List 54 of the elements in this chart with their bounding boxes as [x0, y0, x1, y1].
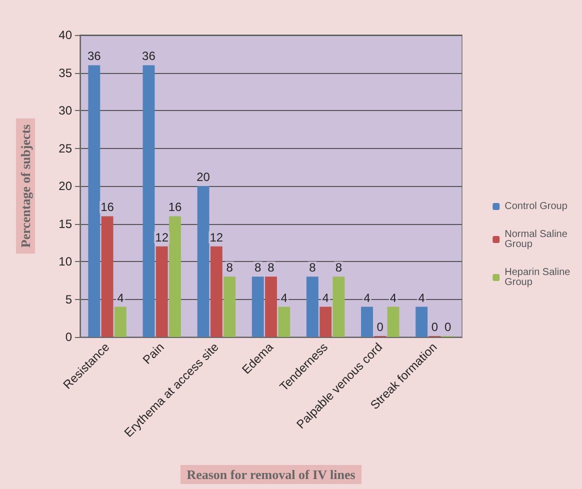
data-label: 36	[87, 49, 102, 64]
x-tick-label: Pain	[140, 340, 167, 367]
data-label: 4	[280, 290, 288, 305]
bar	[169, 216, 181, 337]
x-axis-title: Reason for removal of IV lines	[186, 467, 356, 482]
data-label: 4	[418, 290, 426, 305]
bar	[361, 306, 373, 337]
y-tick-label: 15	[58, 216, 72, 231]
data-label: 8	[268, 260, 275, 275]
legend-label: Control Group	[504, 201, 568, 212]
bar	[278, 306, 290, 337]
bar	[387, 306, 400, 337]
bar	[210, 246, 222, 337]
data-label: 16	[100, 200, 114, 214]
y-tick-label: 25	[58, 141, 72, 156]
bar	[252, 276, 264, 337]
bar	[156, 246, 168, 337]
legend-label: Heparin Saline Group	[504, 267, 573, 288]
data-label: 8	[226, 260, 234, 275]
data-label: 12	[210, 230, 224, 244]
bar	[265, 276, 277, 337]
data-label: 16	[168, 200, 182, 214]
bar	[197, 186, 210, 337]
y-axis-title: Percentage of subjects	[18, 124, 33, 248]
data-label: 4	[322, 290, 330, 305]
data-label: 20	[196, 170, 210, 184]
data-label: 0	[376, 320, 384, 334]
bar	[332, 276, 345, 337]
data-label: 0	[431, 320, 438, 334]
data-label: 8	[309, 260, 316, 275]
y-tick-label: 0	[65, 330, 72, 344]
data-label: 0	[444, 320, 452, 334]
bar	[88, 65, 100, 337]
data-label: 4	[117, 290, 124, 305]
bar	[416, 306, 428, 337]
bar	[224, 276, 236, 337]
bar	[142, 65, 155, 337]
y-tick-label: 40	[58, 28, 72, 42]
data-label: 4	[390, 290, 397, 305]
data-label: 12	[155, 230, 169, 244]
y-tick-label: 10	[58, 254, 72, 268]
data-label: 36	[142, 49, 156, 64]
bar	[306, 276, 318, 337]
y-tick-label: 30	[58, 104, 72, 118]
y-tick-label: 35	[58, 66, 72, 80]
bar	[320, 306, 332, 337]
data-label: 8	[335, 260, 342, 275]
bar	[101, 216, 114, 337]
y-tick-label: 5	[65, 292, 72, 306]
data-label: 8	[254, 260, 262, 275]
y-tick-label: 20	[58, 179, 72, 193]
bar	[114, 306, 126, 337]
data-label: 4	[364, 290, 371, 305]
legend-label: Normal Saline Group	[504, 229, 570, 250]
